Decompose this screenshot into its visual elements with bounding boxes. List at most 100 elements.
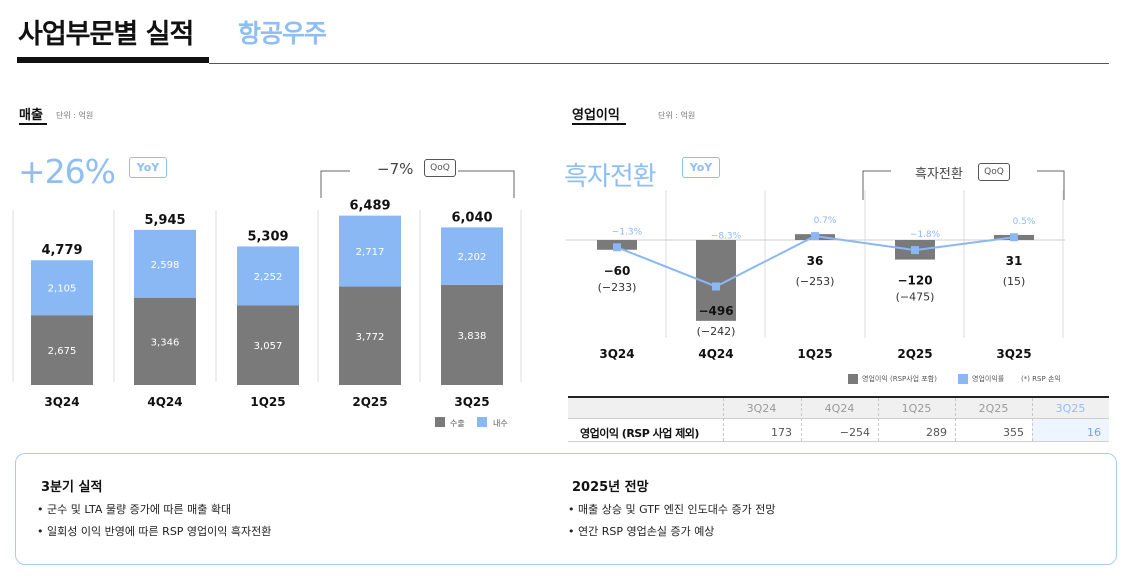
margin-label: −8.3% [711, 231, 742, 241]
op-table: 영업이익 (RSP 사업 제외) 3Q24 173 4Q24 −254 1Q25 289 2… [568, 396, 1109, 442]
table-column-header: 2Q25 [978, 402, 1009, 415]
bar-export [134, 297, 196, 385]
title-underline [17, 57, 209, 63]
margin-point [911, 246, 919, 255]
bar-domestic [237, 246, 299, 306]
qoq-bracket [862, 170, 891, 200]
revenue-yoy-badge: YoY [129, 157, 167, 178]
op-value-label: 31 [1006, 254, 1023, 268]
op-chart: −60 (−233) 3Q24 −496 (−242) 4Q24 36 (−253) 1Q25 −… [565, 170, 1065, 361]
margin-label: 0.5% [1013, 217, 1036, 227]
qoq-bracket [320, 170, 350, 198]
table-column-separator [878, 398, 880, 441]
x-tick-label: 3Q24 [599, 347, 634, 361]
bar-domestic-label: 2,105 [48, 284, 77, 295]
margin-point [712, 282, 720, 291]
op-value-label: 36 [807, 254, 824, 268]
table-column-header: 3Q25 [1055, 402, 1086, 415]
x-tick-label: 1Q25 [250, 395, 285, 409]
summary-right-item: • 매출 상승 및 GTF 엔진 인도대수 증가 전망 [568, 503, 776, 516]
table-column-separator [723, 398, 725, 441]
table-column-header: 4Q24 [824, 402, 855, 415]
bar-domestic-label: 2,717 [356, 247, 385, 258]
table-bottom-border [568, 441, 1109, 442]
op-yoy-badge: YoY [682, 157, 720, 178]
summary-right-item: • 연간 RSP 영업손실 증가 예상 [568, 525, 715, 538]
x-tick-label: 1Q25 [797, 347, 832, 361]
x-tick-label: 3Q24 [44, 395, 79, 409]
op-qoq-badge: QoQ [978, 163, 1010, 181]
table-row-label: 영업이익 (RSP 사업 제외) [580, 427, 699, 440]
op-label-underline [572, 123, 626, 125]
op-qoq-value: 흑자전환 [915, 167, 963, 182]
x-tick-label: 2Q25 [352, 395, 387, 409]
title-divider [209, 63, 1109, 64]
x-tick-label: 2Q25 [897, 347, 932, 361]
summary-left-item: • 군수 및 LTA 물량 증가에 따른 매출 확대 [37, 503, 232, 516]
bar-total-label: 6,489 [349, 199, 390, 214]
bar-export-label: 3,772 [356, 332, 385, 343]
margin-label: −1.3% [612, 227, 643, 237]
table-cell-value: −254 [839, 426, 870, 439]
revenue-label-underline [19, 123, 47, 125]
revenue-chart: 2,675 2,105 4,779 3Q24 3,346 2,598 5,945 4Q24 3,… [12, 170, 522, 409]
bar-export-label: 2,675 [48, 346, 77, 357]
rsp-value-label: (−253) [796, 275, 835, 288]
qoq-bracket [1037, 170, 1065, 200]
x-tick-label: 4Q24 [698, 347, 733, 361]
legend-op-swatch [848, 374, 858, 384]
legend-note: (*) RSP 손익 [1021, 375, 1061, 383]
revenue-yoy-value: +26% [18, 152, 116, 191]
bar-domestic [339, 215, 401, 287]
bar-domestic [441, 227, 503, 285]
bar-export [339, 286, 401, 385]
legend-margin-label: 영업이익률 [972, 375, 1005, 383]
op-value-label: −120 [897, 274, 932, 288]
summary-box [15, 453, 1117, 565]
legend-margin-swatch [958, 374, 968, 384]
table-cell-value: 173 [771, 426, 792, 439]
x-tick-label: 4Q24 [147, 395, 182, 409]
table-top-border [568, 396, 1109, 398]
page-title: 사업부문별 실적 [18, 19, 194, 50]
margin-label: 0.7% [814, 216, 837, 226]
summary-left-item: • 일회성 이익 반영에 따른 RSP 영업이익 흑자전환 [37, 525, 272, 538]
bar-export-label: 3,838 [458, 331, 487, 342]
legend-domestic-swatch [477, 417, 487, 427]
table-highlight-cell [1032, 418, 1109, 442]
rsp-value-label: (−242) [697, 325, 736, 338]
table-cell-value: 355 [1003, 426, 1024, 439]
table-cell-value: 289 [926, 426, 947, 439]
revenue-qoq-value: −7% [377, 160, 414, 178]
margin-point [613, 243, 621, 252]
x-tick-label: 3Q25 [996, 347, 1031, 361]
table-header-row [568, 398, 1109, 418]
qoq-bracket [458, 170, 515, 198]
op-label: 영업이익 [572, 108, 620, 123]
revenue-label: 매출 [19, 108, 43, 123]
summary-left-title: 3분기 실적 [41, 480, 103, 495]
rsp-value-label: (−233) [598, 281, 637, 294]
revenue-unit: 단위 : 억원 [56, 111, 94, 120]
table-cell-value: 16 [1087, 426, 1101, 439]
bar-export-label: 3,346 [151, 337, 180, 348]
bar-domestic-label: 2,252 [254, 272, 283, 283]
table-column-separator [955, 398, 957, 441]
table-row-divider [568, 418, 1109, 419]
op-value-label: −60 [604, 264, 631, 278]
bar-total-label: 6,040 [451, 210, 492, 225]
bar-export-label: 3,057 [254, 341, 283, 352]
bar-total-label: 5,309 [247, 229, 288, 244]
table-column-separator [1032, 398, 1034, 441]
page-subtitle: 항공우주 [238, 19, 327, 48]
bar-domestic [31, 260, 93, 316]
legend-export-swatch [435, 417, 445, 427]
margin-point [1010, 233, 1018, 242]
rsp-value-label: (15) [1003, 275, 1026, 288]
bar-domestic [134, 229, 196, 298]
op-unit: 단위 : 억원 [658, 111, 696, 120]
legend-export-label: 수출 [450, 419, 465, 428]
margin-point [811, 232, 819, 241]
bar-total-label: 5,945 [144, 213, 185, 228]
op-value-label: −496 [698, 304, 733, 318]
